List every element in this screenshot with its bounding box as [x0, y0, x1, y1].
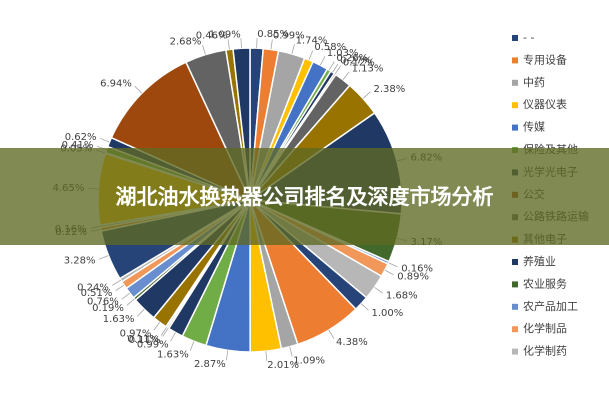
legend-swatch — [512, 102, 518, 109]
legend-swatch — [512, 281, 518, 288]
legend-label: 农产品加工 — [523, 299, 578, 313]
legend-label: 化学制品 — [523, 321, 567, 335]
legend-swatch — [512, 79, 518, 86]
leader-line — [362, 91, 371, 99]
data-label: 0.89% — [397, 272, 429, 283]
legend-label: - - — [523, 31, 534, 44]
data-label: 2.01% — [267, 360, 299, 371]
leader-line — [328, 329, 335, 339]
data-label: 1.03% — [327, 48, 359, 59]
leader-line — [137, 308, 145, 317]
leader-line — [328, 61, 335, 71]
leader-line — [134, 85, 143, 94]
data-label: 0.85% — [257, 29, 289, 40]
data-label: 2.68% — [170, 36, 202, 47]
legend-swatch — [512, 259, 518, 265]
leader-line — [99, 255, 109, 260]
leader-line — [126, 298, 135, 306]
leader-line — [291, 44, 295, 54]
legend-swatch — [512, 35, 518, 41]
leader-line — [160, 326, 167, 336]
data-label: 0.99% — [273, 31, 305, 42]
data-label: 0.27% — [340, 56, 372, 67]
leader-line — [240, 38, 242, 49]
leader-line — [384, 269, 394, 276]
leader-line — [100, 137, 110, 143]
leader-line — [289, 346, 293, 357]
legend-swatch — [512, 303, 518, 310]
leader-line — [388, 262, 398, 268]
leader-line — [265, 351, 268, 362]
data-label: 0.99% — [137, 340, 169, 351]
leader-line — [162, 327, 169, 337]
data-label: 0.11% — [129, 335, 161, 346]
legend-label: 养殖业 — [523, 254, 556, 268]
leader-line — [308, 50, 314, 61]
data-label: 0.76% — [87, 297, 119, 308]
leader-line — [112, 279, 122, 286]
data-label: 1.00% — [372, 308, 404, 319]
legend-swatch — [512, 348, 518, 355]
data-label: 2.38% — [373, 84, 405, 95]
data-label: 0.62% — [65, 132, 97, 143]
leader-line — [227, 39, 230, 50]
leader-line — [332, 63, 339, 73]
legend-label: 传媒 — [523, 121, 545, 134]
data-label: 1.74% — [296, 35, 328, 46]
leader-line — [319, 56, 326, 66]
data-label: 0.11% — [127, 334, 159, 345]
legend-label: 仪器仪表 — [523, 97, 567, 111]
data-label: 4.38% — [336, 337, 368, 348]
leader-line — [170, 332, 176, 342]
legend-label: 化学制药 — [523, 344, 567, 358]
leader-line — [153, 322, 161, 331]
data-label: 0.24% — [77, 282, 109, 293]
data-label: 0.26% — [336, 53, 368, 64]
legend-label: 中药 — [523, 76, 545, 89]
data-label: 1.13% — [352, 64, 384, 75]
data-label: 3.28% — [64, 256, 96, 267]
data-label: 6.94% — [100, 78, 132, 89]
data-label: 0.19% — [92, 303, 124, 314]
data-label: 0.12% — [343, 57, 375, 68]
legend-swatch — [512, 326, 518, 333]
leader-line — [342, 71, 350, 81]
data-label: 1.09% — [209, 29, 241, 40]
data-label: 2.87% — [194, 359, 226, 370]
leader-line — [189, 341, 195, 351]
data-label: 0.41% — [62, 140, 94, 151]
leader-line — [270, 39, 273, 50]
data-label: 1.63% — [103, 314, 135, 325]
data-label: 1.63% — [157, 349, 189, 360]
legend-swatch — [512, 57, 518, 64]
leader-line — [225, 350, 229, 361]
chart-title: 湖北油水换热器公司排名及深度市场分析 — [115, 184, 494, 209]
legend-label: 专用设备 — [523, 52, 567, 66]
leader-line — [202, 44, 206, 55]
data-label: 1.09% — [293, 355, 325, 366]
data-label: 0.46% — [196, 31, 228, 42]
leader-line — [115, 284, 125, 291]
leader-line — [374, 286, 383, 294]
title-banner: 湖北油水换热器公司排名及深度市场分析 — [0, 148, 609, 245]
leader-line — [361, 303, 369, 311]
legend-label: 农业服务 — [523, 276, 567, 290]
data-label: 0.16% — [401, 264, 433, 275]
data-label: 0.51% — [81, 288, 113, 299]
leader-line — [121, 292, 131, 300]
leader-line — [334, 65, 342, 75]
legend-swatch — [512, 124, 518, 131]
data-label: 0.58% — [314, 42, 346, 53]
data-label: 0.97% — [120, 329, 152, 340]
data-label: 1.68% — [386, 290, 418, 301]
